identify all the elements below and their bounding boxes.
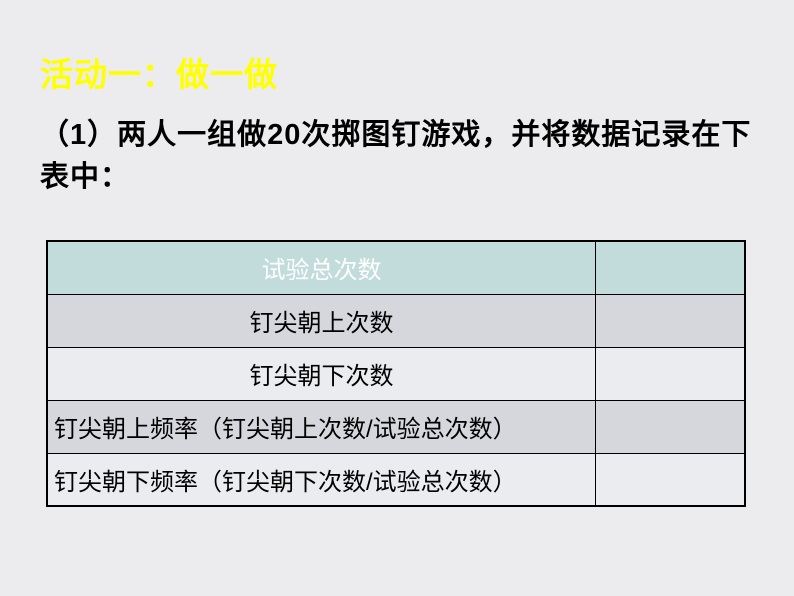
table-cell-label: 钉尖朝上次数 [47,294,595,347]
table-cell-label: 钉尖朝下频率（钉尖朝下次数/试验总次数） [47,453,595,506]
table-cell-value [595,453,745,506]
table-row: 钉尖朝上频率（钉尖朝上次数/试验总次数） [47,400,745,453]
table-row: 钉尖朝下次数 [47,347,745,400]
table-header-value [595,241,745,294]
activity-subtitle: （1）两人一组做20次掷图钉游戏，并将数据记录在下表中： [40,114,754,198]
experiment-table: 试验总次数 钉尖朝上次数 钉尖朝下次数 钉尖朝上频率（钉尖朝上次数/试验总次数）… [46,240,746,507]
table-cell-label: 钉尖朝下次数 [47,347,595,400]
table-header-label: 试验总次数 [47,241,595,294]
table-row: 试验总次数 [47,241,745,294]
table-row: 钉尖朝上次数 [47,294,745,347]
table-cell-value [595,294,745,347]
table-row: 钉尖朝下频率（钉尖朝下次数/试验总次数） [47,453,745,506]
table-cell-value [595,347,745,400]
activity-title: 活动一：做一做 [40,48,754,96]
table-cell-value [595,400,745,453]
slide-container: 活动一：做一做 （1）两人一组做20次掷图钉游戏，并将数据记录在下表中： 试验总… [0,0,794,596]
table-cell-label: 钉尖朝上频率（钉尖朝上次数/试验总次数） [47,400,595,453]
